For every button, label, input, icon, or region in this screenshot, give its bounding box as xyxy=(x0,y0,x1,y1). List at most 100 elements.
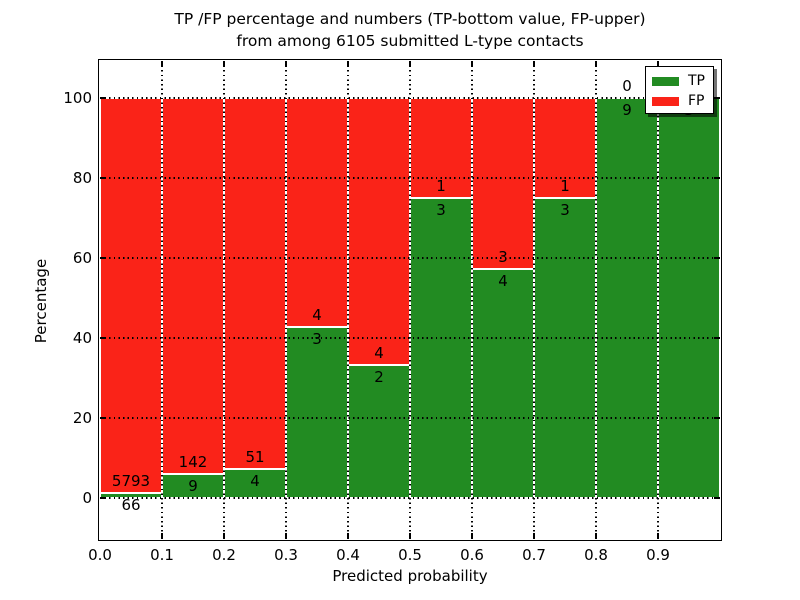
bar-fp-count-label: 3 xyxy=(498,248,508,267)
y-tick-label: 20 xyxy=(72,409,92,427)
bar-tp-segment xyxy=(534,198,596,498)
x-tick-top xyxy=(409,61,411,67)
y-tick-right xyxy=(714,417,720,419)
bar-tp-count-label: 9 xyxy=(188,477,198,496)
bar-tp-count-label: 2 xyxy=(374,367,384,386)
x-tick-label: 0.3 xyxy=(274,546,298,564)
y-tick xyxy=(100,417,106,419)
x-gridline xyxy=(595,61,597,539)
x-tick-top xyxy=(471,61,473,67)
x-tick-label: 0.7 xyxy=(522,546,546,564)
x-axis-title: Predicted probability xyxy=(332,567,488,585)
x-tick-top xyxy=(223,61,225,67)
legend-label-tp: TP xyxy=(688,73,705,89)
fp-color-swatch xyxy=(652,96,679,106)
bar-tp-segment xyxy=(596,98,658,498)
x-tick xyxy=(471,533,473,539)
bar-fp-count-label: 1 xyxy=(436,177,446,195)
y-tick xyxy=(100,257,106,259)
chart-title-line1: TP /FP percentage and numbers (TP-bottom… xyxy=(174,10,646,28)
x-tick-top xyxy=(657,61,659,67)
y-gridline xyxy=(100,497,720,499)
chart-title: TP /FP percentage and numbers (TP-bottom… xyxy=(100,8,720,52)
bar-fp-segment xyxy=(534,98,596,198)
legend-item-fp: FP xyxy=(652,91,713,111)
x-tick-label: 0.0 xyxy=(88,546,112,564)
y-tick-label: 60 xyxy=(72,249,92,267)
x-tick-top xyxy=(161,61,163,67)
y-axis-title: Percentage xyxy=(32,258,50,344)
x-gridline xyxy=(533,61,535,539)
x-tick-top xyxy=(347,61,349,67)
bar-tp-count-label: 4 xyxy=(498,272,508,291)
y-gridline xyxy=(100,97,720,99)
x-tick-label: 0.5 xyxy=(398,546,422,564)
bar-tp-segment xyxy=(472,269,534,498)
x-gridline xyxy=(223,61,225,539)
x-gridline xyxy=(347,61,349,539)
x-tick-label: 0.8 xyxy=(584,546,608,564)
x-tick-top xyxy=(595,61,597,67)
y-tick xyxy=(100,177,106,179)
tp-color-swatch xyxy=(652,76,679,86)
y-tick-right xyxy=(714,337,720,339)
y-tick xyxy=(100,97,106,99)
bar-fp-segment xyxy=(348,98,410,365)
x-tick-label: 0.4 xyxy=(336,546,360,564)
y-gridline xyxy=(100,417,720,419)
legend-label-fp: FP xyxy=(688,93,705,109)
x-tick xyxy=(223,533,225,539)
y-tick xyxy=(100,497,106,499)
y-gridline xyxy=(100,257,720,259)
y-tick-right xyxy=(714,177,720,179)
bar-fp-segment xyxy=(286,98,348,327)
bar-fp-count-label: 0 xyxy=(622,77,632,95)
y-tick-right xyxy=(714,97,720,99)
legend: TP FP xyxy=(645,66,714,114)
bar-tp-segment xyxy=(658,98,720,498)
x-tick-label: 0.2 xyxy=(212,546,236,564)
bar-tp-count-label: 3 xyxy=(312,329,322,348)
x-gridline xyxy=(657,61,659,539)
x-tick xyxy=(161,533,163,539)
x-tick-top xyxy=(533,61,535,67)
bar-fp-count-label: 4 xyxy=(374,343,384,362)
legend-item-tp: TP xyxy=(652,71,713,91)
x-tick xyxy=(533,533,535,539)
y-tick-right xyxy=(714,257,720,259)
bar-tp-count-label: 3 xyxy=(436,201,446,219)
bar-fp-count-label: 142 xyxy=(178,453,208,472)
x-gridline xyxy=(161,61,163,539)
bar-fp-segment xyxy=(100,98,162,494)
bar-fp-segment xyxy=(472,98,534,270)
x-tick xyxy=(657,533,659,539)
y-tick-label: 100 xyxy=(63,89,92,107)
x-tick xyxy=(347,533,349,539)
chart-title-line2: from among 6105 submitted L-type contact… xyxy=(236,32,584,50)
bar-tp-segment xyxy=(410,198,472,498)
bar-tp-segment xyxy=(286,326,348,498)
bar-tp-count-label: 9 xyxy=(622,101,632,119)
bar-fp-count-label: 1 xyxy=(560,177,570,195)
x-gridline xyxy=(285,61,287,539)
y-gridline xyxy=(100,177,720,179)
bar-tp-count-label: 4 xyxy=(250,471,260,490)
x-gridline xyxy=(471,61,473,539)
x-tick-label: 0.6 xyxy=(460,546,484,564)
x-tick-top xyxy=(285,61,287,67)
y-gridline xyxy=(100,337,720,339)
y-tick-label: 80 xyxy=(72,169,92,187)
y-tick-right xyxy=(714,497,720,499)
y-tick-label: 40 xyxy=(72,329,92,347)
bar-tp-count-label: 3 xyxy=(560,201,570,219)
bar-fp-count-label: 4 xyxy=(312,305,322,324)
y-tick-label: 0 xyxy=(82,489,92,507)
x-tick xyxy=(595,533,597,539)
x-tick xyxy=(409,533,411,539)
x-tick-label: 0.9 xyxy=(646,546,670,564)
x-tick-label: 0.1 xyxy=(150,546,174,564)
y-tick xyxy=(100,337,106,339)
plot-area: 579366142951443421334130903 xyxy=(98,59,722,541)
x-tick xyxy=(285,533,287,539)
